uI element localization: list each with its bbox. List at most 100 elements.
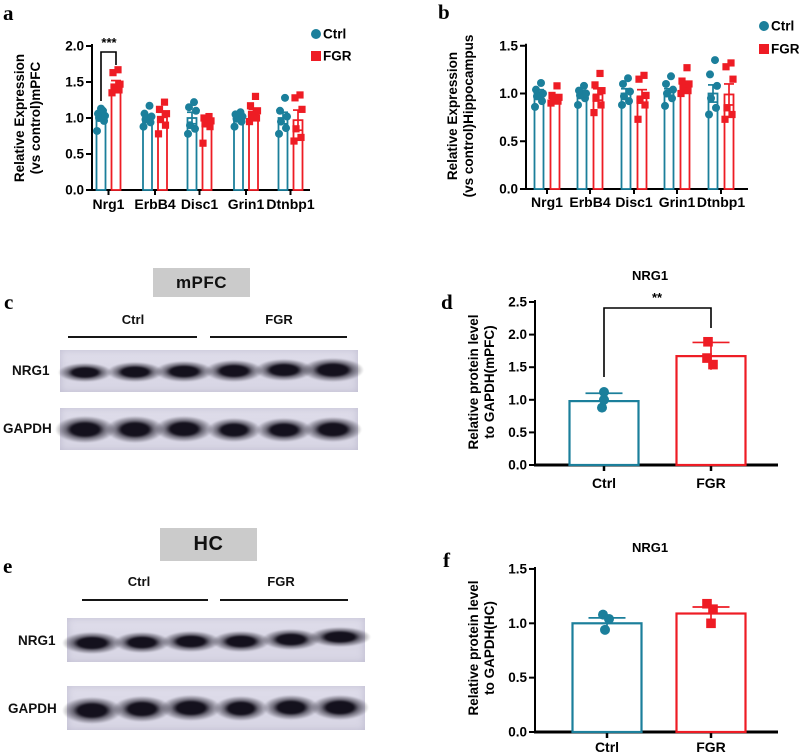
data-point-circle xyxy=(600,624,610,635)
data-point-square xyxy=(251,92,260,100)
data-point-square xyxy=(729,75,737,83)
data-point-square xyxy=(597,101,605,109)
data-point-square xyxy=(549,95,557,103)
lane-group-label-fgr: FGR xyxy=(267,574,295,589)
protein-label-gapdh: GAPDH xyxy=(3,421,52,436)
data-point-circle xyxy=(539,89,547,98)
protein-label-nrg1: NRG1 xyxy=(12,363,50,378)
data-point-square xyxy=(634,115,642,123)
data-point-circle xyxy=(145,101,154,110)
y-axis-label: Relative Expression xyxy=(12,54,27,182)
data-point-circle xyxy=(619,79,627,88)
data-point-square xyxy=(703,336,713,347)
y-axis-label: (vs control)Hippocampus xyxy=(461,35,476,198)
data-point-square xyxy=(154,130,163,138)
x-category-label: Nrg1 xyxy=(93,196,125,212)
blot-band xyxy=(155,416,214,442)
y-tick-label: 0.5 xyxy=(499,134,518,149)
brain-region-header: mPFC xyxy=(153,268,250,297)
data-point-square xyxy=(252,114,261,122)
blot-band xyxy=(213,695,268,721)
panel-e-hc-western-blot: HC Ctrl FGR NRG1 GAPDH xyxy=(0,490,400,756)
x-category-label: FGR xyxy=(696,475,726,491)
data-point-circle xyxy=(599,394,609,405)
y-tick-label: 0.5 xyxy=(508,425,527,440)
panel-f-nrg1-protein-hc-chart: 0.0 0.5 1.0 1.5 Relative protein level to GAP… xyxy=(400,490,799,756)
blot-band xyxy=(261,628,320,650)
y-axis-label: (vs control)mPFC xyxy=(28,61,43,174)
data-point-circle xyxy=(311,29,321,39)
y-tick-label: 0.0 xyxy=(508,458,527,473)
data-point-square xyxy=(683,64,691,72)
data-point-square xyxy=(115,86,123,94)
data-point-square xyxy=(311,51,321,61)
data-point-circle xyxy=(537,78,545,87)
bar xyxy=(110,84,122,191)
data-point-square xyxy=(596,69,604,78)
blot-band xyxy=(105,415,164,443)
data-point-circle xyxy=(599,386,609,397)
data-point-square xyxy=(200,114,208,122)
data-point-circle xyxy=(711,56,719,65)
data-point-circle xyxy=(713,81,721,90)
data-point-square xyxy=(722,63,730,71)
data-point-square xyxy=(678,77,686,85)
blot-band xyxy=(311,694,370,720)
chart-a-svg: 0.0 0.5 1.0 1.5 2.0 Relative Expression (vs co… xyxy=(12,27,352,213)
data-point-square xyxy=(246,102,255,110)
data-point-square xyxy=(677,89,685,98)
lane-group-underline xyxy=(220,599,348,601)
data-point-circle xyxy=(282,124,290,133)
data-point-square xyxy=(297,133,305,142)
blot-band xyxy=(106,362,163,382)
blot-band xyxy=(54,415,115,443)
data-point-circle xyxy=(93,126,101,135)
blot-band xyxy=(255,418,312,442)
significance-label: *** xyxy=(101,35,117,50)
panel-letter-e: e xyxy=(3,554,13,578)
data-point-square xyxy=(684,87,692,95)
data-point-circle xyxy=(667,72,675,81)
lane-group-label-fgr: FGR xyxy=(265,312,293,327)
data-point-circle xyxy=(598,609,608,620)
data-point-square xyxy=(721,115,729,123)
protein-label-gapdh: GAPDH xyxy=(8,701,57,716)
data-point-square xyxy=(201,120,209,128)
x-category-label: ErbB4 xyxy=(569,194,610,210)
data-point-square xyxy=(548,91,556,100)
data-point-circle xyxy=(185,103,193,112)
x-category-label: ErbB4 xyxy=(134,196,175,212)
data-point-circle xyxy=(275,129,283,138)
bar xyxy=(679,84,691,190)
data-point-circle xyxy=(580,81,588,90)
data-point-square xyxy=(723,104,731,112)
blot-band xyxy=(309,627,372,647)
data-point-square xyxy=(155,105,164,113)
data-point-square xyxy=(290,137,298,145)
panel-c-mpfc-western-blot: mPFC Ctrl FGR NRG1 GAPDH xyxy=(0,230,400,490)
bar xyxy=(636,95,648,190)
data-point-circle xyxy=(620,92,628,101)
data-point-square xyxy=(636,96,644,104)
data-point-circle xyxy=(574,100,582,109)
data-point-square xyxy=(160,98,169,106)
bar xyxy=(675,355,747,467)
bar xyxy=(675,612,747,734)
data-point-square xyxy=(708,604,718,614)
data-point-square xyxy=(298,105,306,113)
data-point-square xyxy=(110,83,118,91)
data-point-circle xyxy=(625,97,633,106)
panel-letter-f: f xyxy=(443,548,450,572)
y-tick-label: 0.0 xyxy=(65,183,84,198)
blot-band xyxy=(302,358,365,382)
data-point-circle xyxy=(759,21,769,31)
lane-group-label-ctrl: Ctrl xyxy=(127,574,151,589)
data-point-square xyxy=(109,69,117,77)
data-point-square xyxy=(592,94,600,102)
data-point-square xyxy=(156,115,165,124)
blot-band xyxy=(61,696,122,724)
x-category-label: Disc1 xyxy=(615,194,653,210)
data-point-square xyxy=(590,109,598,117)
y-axis-label: Relative protein level xyxy=(466,580,481,715)
data-point-square xyxy=(555,93,563,101)
